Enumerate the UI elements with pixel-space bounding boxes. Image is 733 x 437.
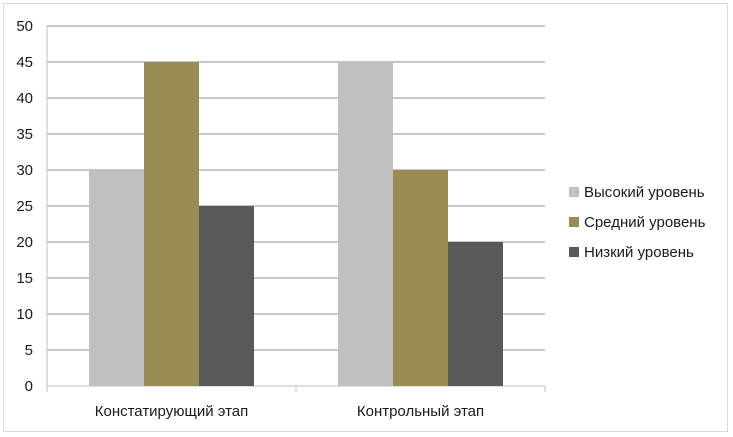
y-tick-label: 25 xyxy=(16,198,33,215)
x-category-label: Контрольный этап xyxy=(357,403,484,420)
y-tick-label: 20 xyxy=(16,234,33,251)
y-tick-label: 35 xyxy=(16,126,33,143)
bar-1-1 xyxy=(89,170,144,386)
bar-3-2 xyxy=(448,242,503,386)
bar-1-2 xyxy=(338,62,393,386)
legend-swatch xyxy=(569,247,579,257)
legend-label: Низкий уровень xyxy=(584,243,694,261)
legend-item: Высокий уровень xyxy=(569,177,719,207)
legend-item: Низкий уровень xyxy=(569,237,719,267)
legend-swatch xyxy=(569,187,579,197)
legend-label: Средний уровень xyxy=(584,213,706,231)
y-tick-label: 50 xyxy=(16,18,33,35)
y-tick-label: 45 xyxy=(16,54,33,71)
bar-2-2 xyxy=(393,170,448,386)
y-tick-label: 15 xyxy=(16,270,33,287)
bar-3-1 xyxy=(199,206,254,386)
bar-2-1 xyxy=(144,62,199,386)
y-tick-label: 30 xyxy=(16,162,33,179)
legend-swatch xyxy=(569,217,579,227)
chart-legend: Высокий уровень Средний уровень Низкий уро… xyxy=(569,177,719,267)
y-tick-label: 0 xyxy=(25,378,33,395)
y-tick-label: 10 xyxy=(16,306,33,323)
y-tick-label: 40 xyxy=(16,90,33,107)
legend-label: Высокий уровень xyxy=(584,183,705,201)
x-category-label: Констатирующий этап xyxy=(95,403,249,420)
y-tick-label: 5 xyxy=(25,342,33,359)
legend-item: Средний уровень xyxy=(569,207,719,237)
